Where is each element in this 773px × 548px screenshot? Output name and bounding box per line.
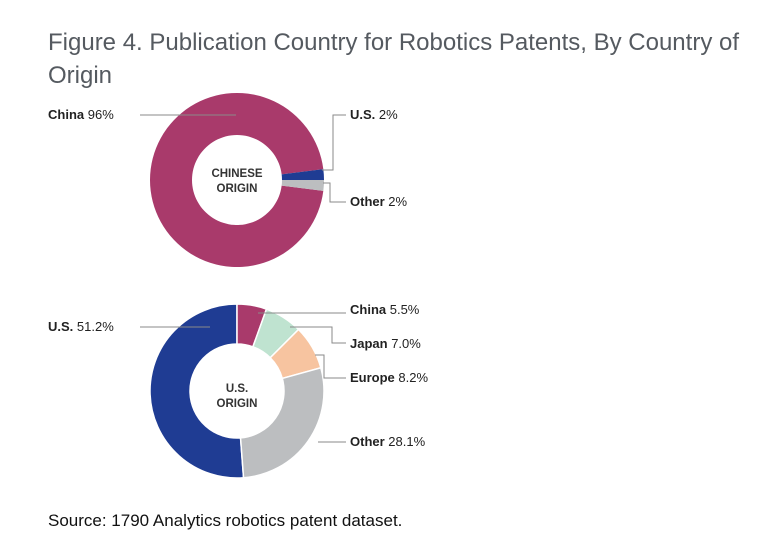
data-label-japan: Japan 7.0% bbox=[350, 336, 421, 351]
slice-u-s bbox=[281, 169, 324, 180]
data-label-other: Other 2% bbox=[350, 194, 408, 209]
donut-charts: CHINESE ORIGIN China 96% U.S. 2% Other 2% U.… bbox=[48, 92, 428, 479]
source-note: Source: 1790 Analytics robotics patent d… bbox=[48, 511, 403, 530]
leader-line-europe bbox=[315, 354, 346, 379]
center-label-line: ORIGIN bbox=[217, 183, 258, 195]
chart-title: Figure 4. Publication Country for Roboti… bbox=[48, 29, 739, 89]
data-label-europe: Europe 8.2% bbox=[350, 370, 428, 385]
leader-line-other bbox=[323, 182, 346, 203]
data-label-u-s: U.S. 51.2% bbox=[48, 319, 114, 334]
slice-u-s bbox=[149, 303, 245, 479]
slice-other bbox=[239, 366, 325, 479]
slice-china bbox=[149, 92, 324, 267]
center-label-line: CHINESE bbox=[211, 168, 262, 180]
data-label-u-s: U.S. 2% bbox=[350, 107, 398, 122]
center-label-line: U.S. bbox=[226, 383, 248, 395]
data-label-china: China 5.5% bbox=[350, 302, 420, 317]
leader-line-japan bbox=[290, 326, 346, 344]
data-label-china: China 96% bbox=[48, 107, 114, 122]
leader-line-u-s bbox=[322, 114, 346, 171]
us-origin-donut: U.S. ORIGIN U.S. 51.2% China 5.5% Japan 7.0%… bbox=[48, 302, 428, 479]
center-label-line: ORIGIN bbox=[217, 398, 258, 410]
slice-other bbox=[281, 180, 324, 191]
data-label-other: Other 28.1% bbox=[350, 434, 426, 449]
chinese-origin-donut: CHINESE ORIGIN China 96% U.S. 2% Other 2% bbox=[48, 92, 408, 267]
